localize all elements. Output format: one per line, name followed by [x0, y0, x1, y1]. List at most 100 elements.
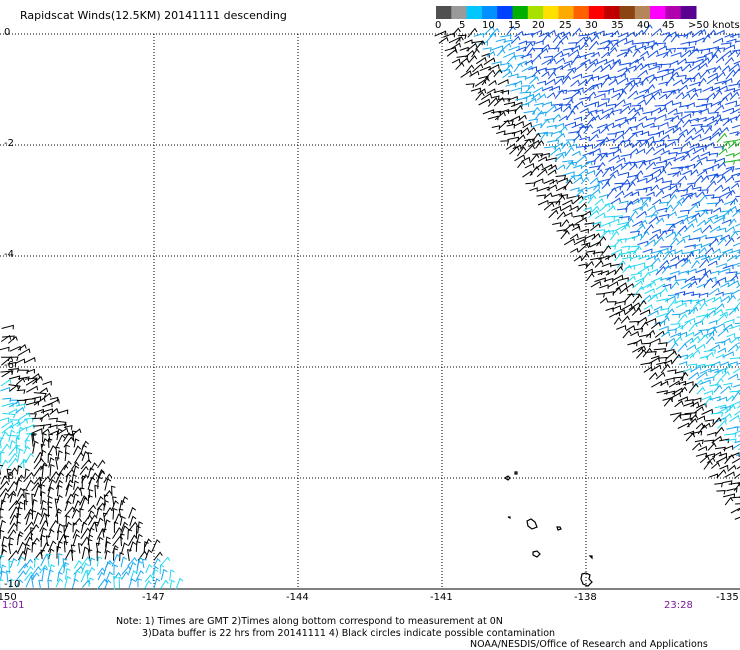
wind-barb	[576, 154, 588, 164]
wind-barb	[483, 57, 496, 66]
wind-barb	[670, 255, 680, 262]
wind-barb	[0, 437, 4, 449]
wind-barb	[7, 529, 17, 540]
wind-barb	[657, 107, 668, 114]
wind-barb	[634, 262, 646, 268]
wind-barb	[536, 93, 547, 101]
wind-barb	[600, 51, 611, 59]
wind-barb	[591, 205, 600, 213]
wind-barb	[25, 565, 34, 575]
wind-barb	[711, 114, 722, 121]
wind-barb	[9, 439, 16, 450]
wind-barb	[592, 65, 603, 73]
wind-barb	[537, 186, 550, 192]
wind-barb	[618, 216, 630, 221]
wind-barb	[512, 144, 522, 150]
wind-barb	[26, 424, 35, 429]
wind-barb	[634, 107, 644, 113]
wind-barb	[650, 125, 660, 130]
wind-barb	[688, 117, 699, 123]
wind-barb	[644, 288, 655, 295]
wind-barb	[603, 41, 614, 50]
wind-barb	[498, 109, 510, 114]
wind-barb	[57, 450, 63, 461]
wind-barb	[725, 69, 736, 80]
wind-barb	[734, 516, 740, 520]
wind-barb	[653, 139, 665, 145]
wind-barb	[615, 282, 628, 290]
wind-barb	[645, 329, 656, 338]
wind-barb	[673, 231, 682, 240]
wind-barb	[637, 266, 650, 274]
wind-barb	[687, 218, 698, 225]
wind-barb	[48, 424, 58, 430]
wind-barb	[536, 168, 548, 178]
wind-barb	[564, 121, 576, 127]
wind-barb	[575, 217, 588, 225]
wind-barb	[650, 321, 661, 329]
wind-barb	[505, 143, 516, 150]
wind-barb	[723, 382, 733, 388]
wind-barb	[496, 130, 506, 135]
wind-barb	[518, 40, 527, 46]
wind-barb	[701, 242, 712, 248]
wind-barb	[31, 541, 37, 553]
wind-barb	[667, 328, 677, 334]
wind-barb	[668, 184, 678, 191]
wind-barb	[570, 79, 580, 87]
wind-barb	[662, 250, 673, 261]
wind-barb	[15, 444, 21, 454]
wind-barb	[679, 386, 688, 394]
wind-barb	[561, 218, 570, 227]
wind-barb	[509, 115, 521, 122]
wind-barb	[731, 430, 740, 436]
wind-barb	[689, 203, 699, 212]
wind-barb	[682, 119, 692, 128]
wind-barb	[722, 208, 733, 218]
wind-barb	[549, 85, 561, 91]
wind-barb	[707, 29, 717, 38]
wind-barb	[120, 571, 130, 580]
wind-barb	[658, 93, 668, 100]
wind-barb	[589, 177, 599, 185]
wind-barb	[624, 116, 637, 122]
wind-barb	[594, 260, 604, 268]
wind-barb	[119, 552, 124, 562]
wind-barb	[17, 426, 25, 440]
wind-barb	[556, 211, 567, 220]
wind-barb	[56, 434, 66, 447]
wind-barb	[698, 445, 708, 451]
wind-barb	[7, 490, 17, 499]
wind-barb	[8, 429, 16, 442]
wind-barb	[667, 223, 676, 232]
wind-barb	[9, 356, 19, 362]
wind-barb	[693, 243, 703, 249]
wind-barb	[79, 508, 84, 518]
legend-swatch	[604, 6, 620, 19]
wind-barb	[1, 420, 14, 429]
wind-barb	[719, 311, 728, 317]
wind-barb	[573, 255, 583, 262]
wind-barb	[608, 154, 620, 163]
wind-barb	[697, 62, 708, 71]
wind-barb	[661, 71, 674, 78]
wind-barb	[597, 102, 608, 108]
wind-barb	[48, 519, 59, 531]
wind-barb	[698, 28, 707, 36]
wind-barb	[734, 473, 740, 479]
wind-barb	[715, 291, 724, 297]
wind-barb	[711, 417, 722, 428]
wind-barb	[697, 98, 709, 103]
wind-barb	[94, 521, 100, 532]
wind-barb	[530, 54, 542, 64]
wind-barb	[641, 197, 651, 206]
wind-barb	[599, 136, 610, 147]
wind-barb	[32, 375, 43, 385]
wind-barb	[531, 106, 541, 115]
wind-barb	[526, 47, 536, 56]
wind-barb	[733, 138, 740, 142]
wind-barb	[728, 373, 739, 380]
wind-barb	[112, 507, 118, 520]
wind-barb	[688, 322, 698, 332]
wind-barb	[691, 29, 703, 38]
